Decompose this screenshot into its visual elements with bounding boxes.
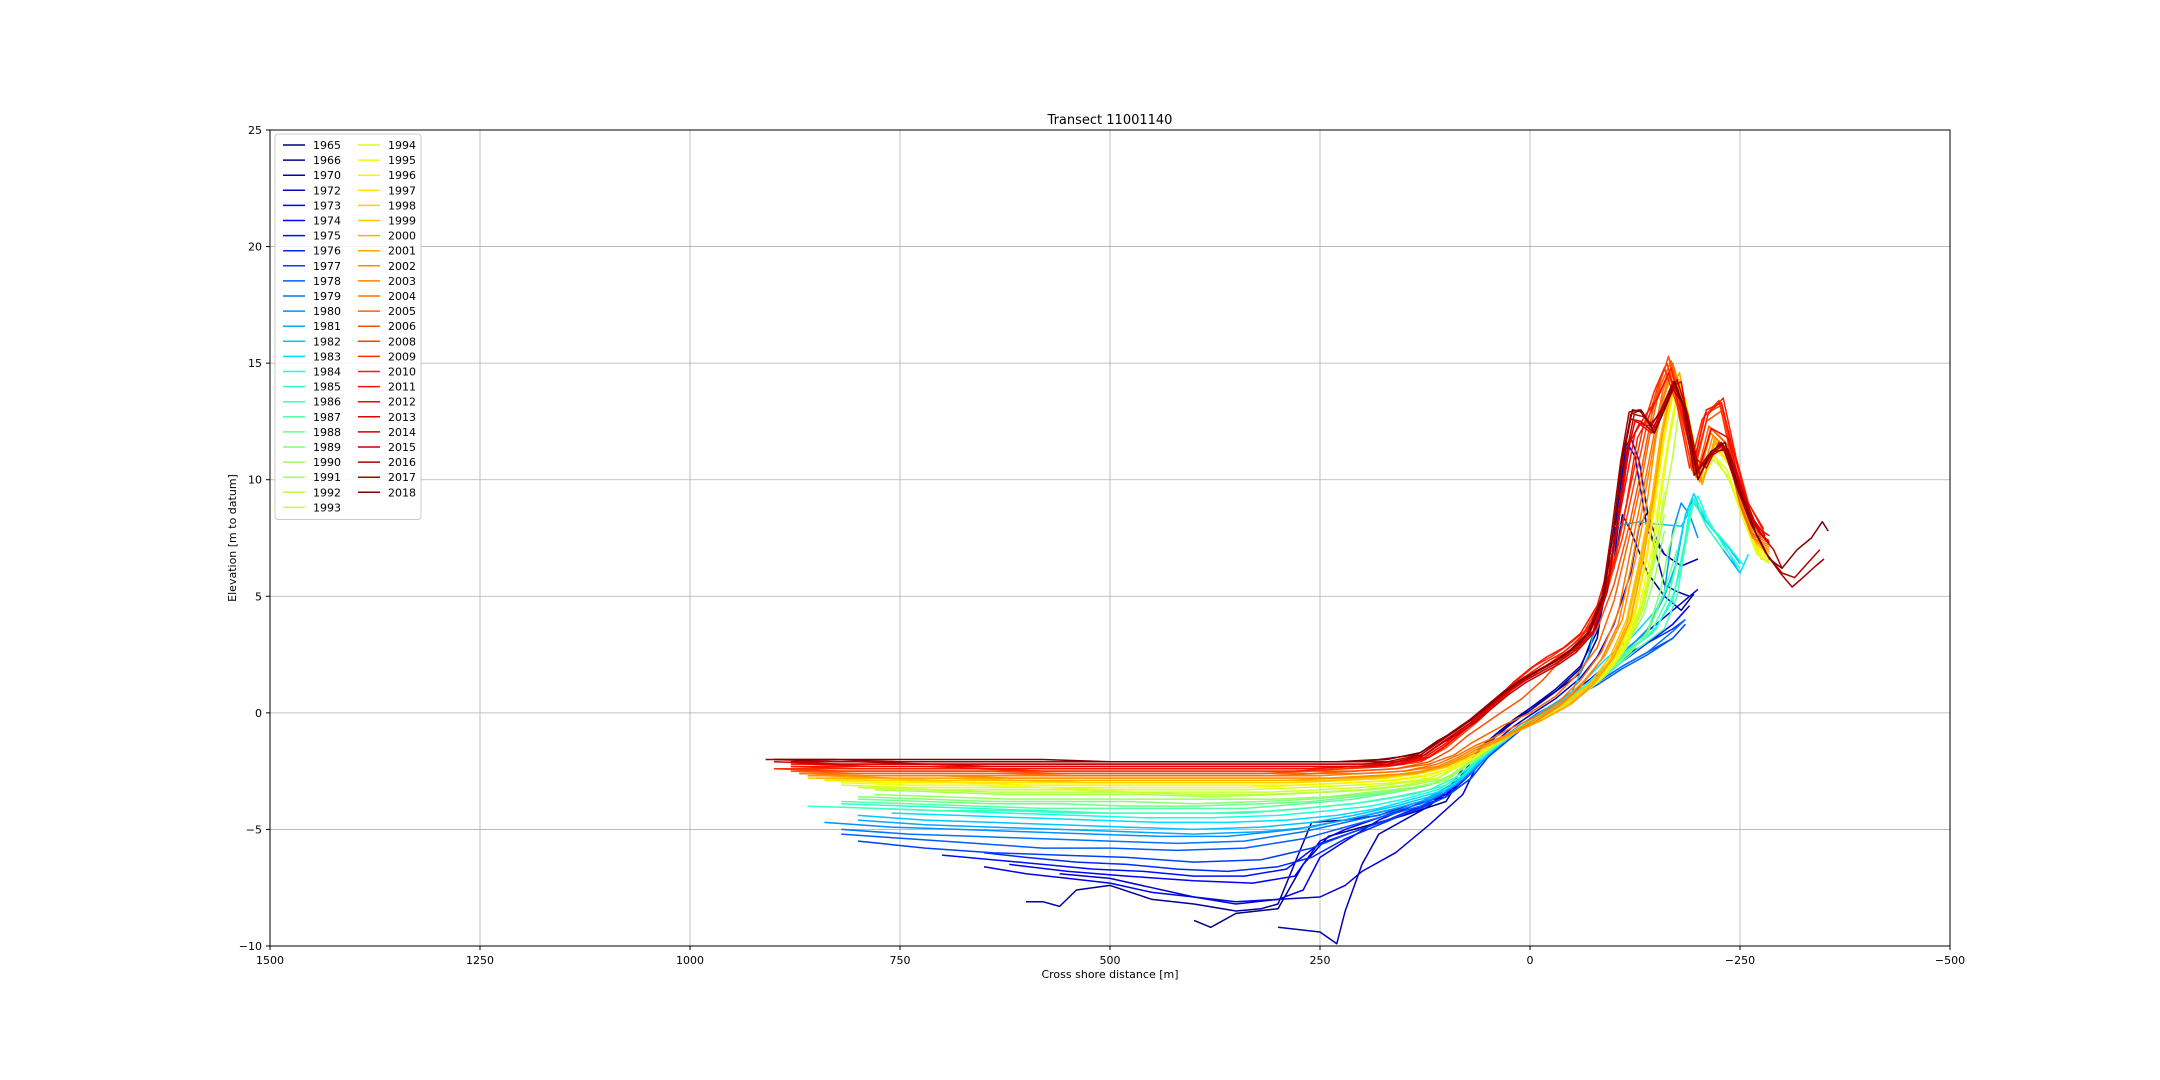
legend-entry: 1987 — [313, 411, 341, 424]
legend-entry: 1992 — [313, 486, 341, 499]
legend-entry: 2002 — [388, 260, 416, 273]
legend-entry: 2003 — [388, 275, 416, 288]
y-tick-label: 10 — [248, 474, 262, 487]
axis-ticks: 1500 1250 1000 750 500 250 0 −250 −500 −10 −5 0 5 10 1… — [239, 124, 1965, 967]
legend-entry: 1997 — [388, 184, 416, 197]
series-lines — [765, 355, 1829, 945]
legend-entry: 2010 — [388, 366, 416, 379]
y-tick-label: 25 — [248, 124, 262, 137]
series-line-2009 — [774, 367, 1762, 772]
x-axis-label: Cross shore distance [m] — [1041, 968, 1178, 981]
legend-entry: 1984 — [313, 366, 341, 379]
y-tick-label: 0 — [255, 707, 262, 720]
series-line-1979 — [841, 619, 1686, 845]
legend-entry: 2015 — [388, 441, 416, 454]
legend-entry: 1982 — [313, 335, 341, 348]
legend-entry: 1991 — [313, 471, 341, 484]
legend-entry: 1994 — [388, 139, 416, 152]
x-tick-label: 0 — [1527, 954, 1534, 967]
legend-entry: 1979 — [313, 290, 341, 303]
y-tick-label: −10 — [239, 940, 262, 953]
legend-entry: 2001 — [388, 245, 416, 258]
chart-title: Transect 11001140 — [1047, 113, 1173, 128]
legend-entry: 1980 — [313, 305, 341, 318]
legend-entry: 1983 — [313, 350, 341, 363]
legend-entry: 1989 — [313, 441, 341, 454]
x-tick-label: 750 — [890, 954, 911, 967]
legend-entry: 2006 — [388, 320, 416, 333]
legend-entry: 2004 — [388, 290, 416, 303]
series-line-2011 — [790, 371, 1765, 770]
legend-entry: 1972 — [313, 184, 341, 197]
legend-entry: 1988 — [313, 426, 341, 439]
series-line-2018 — [774, 381, 1829, 763]
legend-entry: 1999 — [388, 215, 416, 228]
legend-entry: 2008 — [388, 335, 416, 348]
legend-entry: 1986 — [313, 396, 341, 409]
x-tick-label: 1250 — [466, 954, 494, 967]
x-tick-label: 250 — [1310, 954, 1331, 967]
x-tick-label: −250 — [1725, 954, 1755, 967]
legend-entry: 1998 — [388, 199, 416, 212]
legend-entry: 2014 — [388, 426, 416, 439]
legend-entry: 1973 — [313, 199, 341, 212]
legend-entry: 2011 — [388, 381, 416, 394]
x-tick-label: 1000 — [676, 954, 704, 967]
legend-entry: 1995 — [388, 154, 416, 167]
legend-entry: 1974 — [313, 215, 341, 228]
x-tick-label: −500 — [1935, 954, 1965, 967]
legend-entry: 1977 — [313, 260, 341, 273]
y-tick-label: 15 — [248, 357, 262, 370]
legend-entry: 1981 — [313, 320, 341, 333]
legend-entry: 2009 — [388, 350, 416, 363]
legend-entry: 1970 — [313, 169, 341, 182]
y-tick-label: 20 — [248, 241, 262, 254]
legend-entry: 1993 — [313, 501, 341, 514]
y-tick-label: −5 — [246, 823, 262, 836]
legend-entry: 1966 — [313, 154, 341, 167]
legend-entry: 2016 — [388, 456, 416, 469]
legend-entry: 2017 — [388, 471, 416, 484]
legend-entry: 1978 — [313, 275, 341, 288]
y-tick-label: 5 — [255, 590, 262, 603]
legend-entry: 2000 — [388, 230, 416, 243]
x-tick-label: 1500 — [256, 954, 284, 967]
legend-entry: 1976 — [313, 245, 341, 258]
legend-entry: 1985 — [313, 381, 341, 394]
legend-entry: 1975 — [313, 230, 341, 243]
legend-entry: 1990 — [313, 456, 341, 469]
y-axis-label: Elevation [m to datum] — [226, 474, 239, 602]
legend-entry: 2018 — [388, 486, 416, 499]
legend-entry: 2005 — [388, 305, 416, 318]
legend-entry: 2012 — [388, 396, 416, 409]
legend-entry: 1965 — [313, 139, 341, 152]
x-tick-label: 500 — [1100, 954, 1121, 967]
legend-entry: 2013 — [388, 411, 416, 424]
series-line-2015 — [790, 378, 1783, 765]
legend-entry: 1996 — [388, 169, 416, 182]
legend-box — [274, 133, 422, 520]
legend: 1965 1966 1970 1972 1973 1974 1975 1976 1977 1978… — [274, 133, 422, 520]
